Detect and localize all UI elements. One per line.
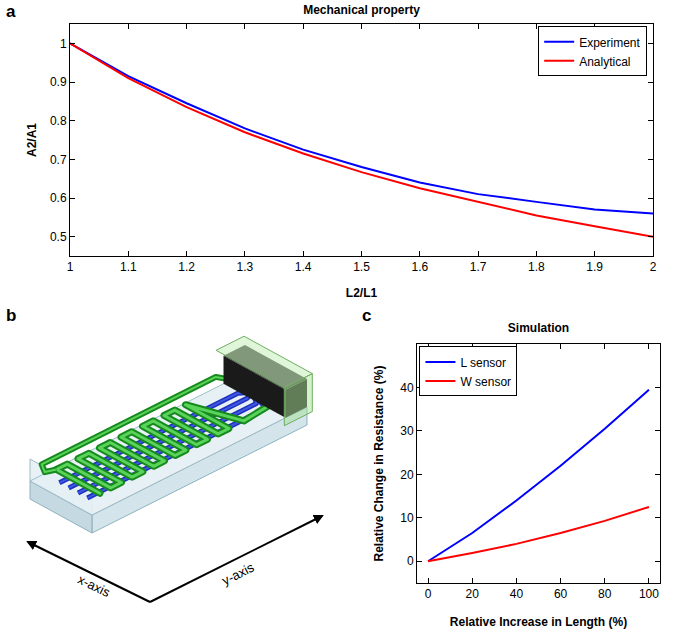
svg-text:Relative Change in Resistance: Relative Change in Resistance (%) — [372, 365, 386, 561]
svg-text:0.9: 0.9 — [50, 75, 67, 89]
svg-text:2: 2 — [650, 260, 657, 274]
svg-text:0: 0 — [407, 554, 414, 568]
svg-text:Experiment: Experiment — [579, 36, 640, 50]
svg-text:1.8: 1.8 — [528, 260, 545, 274]
svg-text:1.2: 1.2 — [178, 260, 195, 274]
svg-text:20: 20 — [400, 468, 414, 482]
svg-text:30: 30 — [400, 424, 414, 438]
svg-text:1.9: 1.9 — [586, 260, 603, 274]
svg-text:0.8: 0.8 — [50, 114, 67, 128]
svg-text:0: 0 — [425, 587, 432, 601]
svg-text:1: 1 — [60, 37, 67, 51]
svg-text:40: 40 — [510, 587, 524, 601]
svg-text:0.5: 0.5 — [50, 230, 67, 244]
svg-text:L2/L1: L2/L1 — [346, 286, 378, 300]
svg-text:10: 10 — [400, 511, 414, 525]
svg-text:Analytical: Analytical — [579, 55, 630, 69]
svg-text:Simulation: Simulation — [508, 321, 569, 335]
svg-text:A2/A1: A2/A1 — [25, 123, 39, 157]
svg-text:100: 100 — [639, 587, 659, 601]
svg-text:W sensor: W sensor — [460, 375, 511, 389]
svg-text:L sensor: L sensor — [460, 356, 506, 370]
svg-text:Mechanical property: Mechanical property — [303, 3, 420, 17]
svg-text:1.3: 1.3 — [237, 260, 254, 274]
html-text:c: c — [362, 306, 372, 325]
html-text:a: a — [6, 2, 16, 21]
svg-text:0.6: 0.6 — [50, 191, 67, 205]
svg-text:20: 20 — [466, 587, 480, 601]
svg-text:60: 60 — [554, 587, 568, 601]
svg-text:80: 80 — [598, 587, 612, 601]
html-text:b: b — [6, 306, 17, 325]
svg-text:Relative Increase in Length (%: Relative Increase in Length (%) — [450, 615, 627, 629]
svg-text:0.7: 0.7 — [50, 153, 67, 167]
svg-text:1.1: 1.1 — [120, 260, 137, 274]
svg-text:x-axis: x-axis — [75, 572, 113, 601]
svg-text:40: 40 — [400, 381, 414, 395]
svg-text:y-axis: y-axis — [219, 559, 257, 588]
svg-text:1.4: 1.4 — [295, 260, 312, 274]
svg-text:1.7: 1.7 — [470, 260, 487, 274]
svg-text:1.6: 1.6 — [411, 260, 428, 274]
svg-text:1: 1 — [67, 260, 74, 274]
svg-text:1.5: 1.5 — [353, 260, 370, 274]
